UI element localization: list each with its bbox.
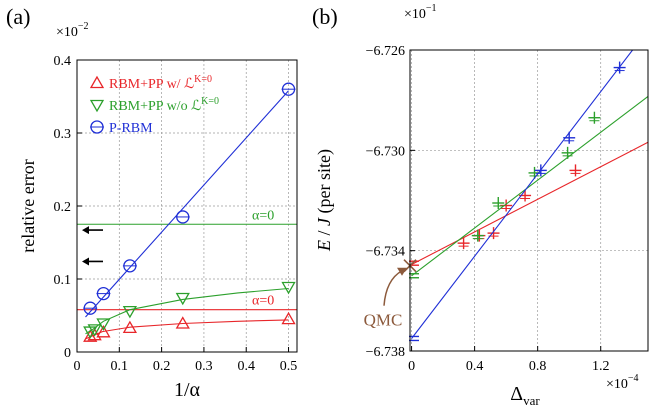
qmc-label: QMC — [364, 311, 403, 330]
x-multiplier-b: ×10−4 — [606, 373, 639, 392]
panel-label-a: (a) — [6, 4, 30, 29]
data-point — [96, 318, 111, 331]
y-tick-label: −6.726 — [366, 44, 405, 59]
y-tick-label: 0.1 — [54, 273, 72, 288]
data-point — [83, 301, 98, 315]
data-point — [613, 61, 626, 74]
qmc-arrow-icon — [383, 267, 407, 306]
legend-marker — [90, 120, 104, 134]
arrow-icon — [82, 226, 103, 235]
data-point — [563, 131, 576, 144]
data-point — [561, 146, 574, 159]
grid-b — [410, 49, 648, 352]
data-point — [588, 111, 601, 124]
fit-curve — [85, 319, 289, 340]
data-point — [569, 164, 582, 177]
fit-line — [411, 95, 648, 277]
x-axis-label-a: 1/α — [174, 379, 201, 401]
arrow-icon — [82, 257, 103, 266]
grid-a — [77, 60, 297, 352]
x-axis-label-b: Δvar — [510, 383, 540, 408]
fit-line — [411, 141, 648, 265]
data-point — [175, 210, 190, 224]
y-tick-label: 0.2 — [54, 200, 72, 215]
series-group-a: α=0 α=0 — [77, 82, 297, 342]
alpha-zero-label: α=0 — [252, 294, 274, 309]
x-tick-label: 0.5 — [280, 359, 298, 374]
x-tick-label: 0.4 — [466, 359, 484, 374]
y-multiplier-b: ×10−1 — [404, 3, 437, 22]
panel-a: (a) ×10−2 α=0 α=0 0 0.1 0.2 0.3 0.4 0.5 0 0.1 0.2… — [6, 4, 298, 401]
legend-entry: RBM+PP w/ ℒK=0 — [109, 74, 212, 92]
data-point — [122, 320, 138, 334]
data-point — [492, 197, 505, 210]
legend-entry: P-RBM — [109, 121, 153, 136]
x-tick-label: 0 — [408, 359, 415, 374]
plot-frame-a — [76, 59, 298, 353]
legend-marker — [89, 75, 105, 89]
x-tick-label: 0.8 — [529, 359, 547, 374]
data-point — [122, 259, 137, 273]
y-tick-label: −6.730 — [366, 144, 405, 159]
panel-label-b: (b) — [312, 4, 338, 29]
alpha-zero-label: α=0 — [252, 208, 274, 223]
x-tick-label: 0 — [74, 359, 81, 374]
panel-b: (b) ×10−1 QMC 0 0.4 0.8 1.2 −6.738 −6.734 −6.7… — [312, 3, 649, 408]
data-point — [457, 237, 470, 250]
ticks-a: 0 0.1 0.2 0.3 0.4 0.5 0 0.1 0.2 0.3 0.4 — [54, 54, 298, 374]
fit-curve — [85, 287, 289, 335]
y-tick-label: 0.4 — [54, 54, 72, 69]
x-tick-label: 1.2 — [592, 359, 610, 374]
data-point — [96, 324, 111, 338]
extrapolated-point — [409, 335, 419, 342]
y-tick-label: −6.738 — [366, 345, 405, 360]
y-axis-label-b: E / J (per site) — [314, 149, 335, 252]
y-tick-label: −6.734 — [366, 245, 405, 260]
data-point — [87, 324, 102, 337]
y-axis-label-a: relative error — [18, 159, 38, 252]
data-point — [534, 164, 547, 177]
data-point — [281, 281, 296, 295]
ticks-b: 0 0.4 0.8 1.2 −6.738 −6.734 −6.730 −6.726 — [366, 44, 610, 374]
x-tick-label: 0.4 — [237, 359, 255, 374]
extrapolated-point — [409, 273, 419, 279]
x-tick-label: 0.2 — [153, 359, 171, 374]
data-point — [83, 329, 98, 342]
data-point — [471, 229, 484, 242]
plot-frame-b — [409, 49, 649, 352]
legend-entry: RBM+PP w/o ℒK=0 — [109, 96, 219, 114]
data-point — [122, 305, 138, 319]
legend-a: RBM+PP w/ ℒK=0 RBM+PP w/o ℒK=0 P-RBM — [89, 74, 219, 136]
fit-curve — [85, 90, 289, 318]
data-point — [96, 286, 111, 301]
legend-marker — [89, 99, 105, 113]
data-point — [281, 82, 296, 96]
fit-line — [411, 50, 634, 339]
y-tick-label: 0.3 — [54, 127, 72, 142]
data-point — [281, 311, 296, 325]
x-tick-label: 0.3 — [195, 359, 213, 374]
data-point — [175, 292, 190, 306]
series-group-b: QMC — [364, 50, 648, 342]
data-point — [175, 316, 190, 329]
y-tick-label: 0 — [64, 346, 71, 361]
x-tick-label: 0.1 — [111, 359, 129, 374]
y-multiplier-a: ×10−2 — [56, 21, 89, 40]
